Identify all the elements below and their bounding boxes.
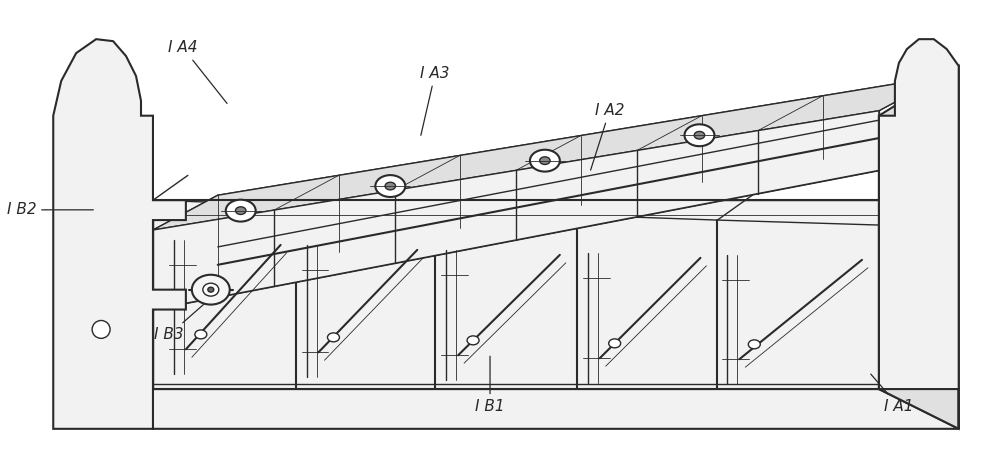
Polygon shape — [153, 111, 879, 309]
Text: I A4: I A4 — [168, 40, 227, 103]
Ellipse shape — [684, 124, 714, 146]
Text: I B1: I B1 — [475, 356, 505, 414]
Polygon shape — [53, 39, 186, 429]
Polygon shape — [879, 66, 959, 429]
Polygon shape — [166, 210, 327, 225]
Text: I A3: I A3 — [420, 66, 450, 135]
Polygon shape — [719, 225, 909, 252]
Ellipse shape — [385, 182, 396, 190]
Ellipse shape — [467, 336, 479, 345]
Polygon shape — [153, 76, 944, 230]
Text: I B2: I B2 — [7, 202, 93, 217]
Ellipse shape — [609, 339, 621, 348]
Polygon shape — [153, 200, 879, 389]
Text: I A1: I A1 — [871, 374, 914, 414]
Polygon shape — [580, 223, 747, 247]
Text: I A2: I A2 — [591, 103, 624, 170]
Ellipse shape — [226, 200, 256, 221]
Ellipse shape — [192, 275, 230, 305]
Ellipse shape — [327, 333, 339, 342]
Ellipse shape — [203, 283, 219, 296]
Polygon shape — [153, 389, 959, 429]
Ellipse shape — [235, 207, 246, 214]
Ellipse shape — [375, 175, 405, 197]
Polygon shape — [879, 39, 959, 429]
Ellipse shape — [195, 330, 207, 339]
Ellipse shape — [92, 321, 110, 338]
Ellipse shape — [694, 131, 705, 139]
Polygon shape — [438, 220, 607, 241]
Ellipse shape — [540, 157, 550, 164]
Text: I B3: I B3 — [154, 304, 204, 343]
Polygon shape — [299, 215, 464, 233]
Ellipse shape — [208, 287, 214, 292]
Ellipse shape — [748, 340, 760, 349]
Ellipse shape — [530, 150, 560, 171]
